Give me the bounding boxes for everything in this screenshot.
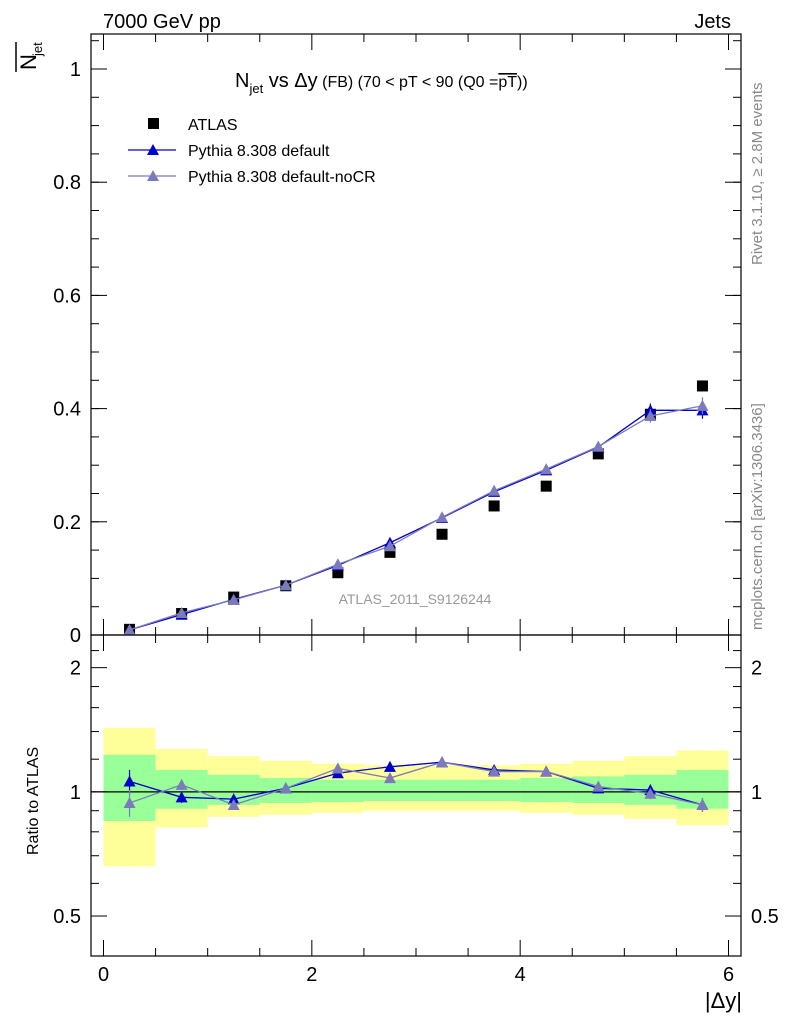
ratio-y-tick-label-right: 2	[751, 658, 762, 680]
main-title: Njet vs Δy (FB) (70 < pT < 90 (Q0 =pT))	[235, 70, 528, 96]
y-tick-label: 1	[70, 59, 81, 81]
legend-atlas-marker	[148, 118, 159, 129]
ratio-point	[696, 798, 709, 810]
main-series-layer	[123, 380, 709, 636]
data-point-atlas	[696, 380, 708, 392]
ratio-point	[540, 765, 553, 777]
ratio-point	[175, 778, 188, 790]
main-axis-ticks: 0 0.2 0.4 0.6 0.8 1	[53, 34, 741, 647]
band-green	[363, 779, 416, 802]
ratio-point	[383, 760, 396, 772]
ratio-bands	[90, 634, 742, 957]
x-tick-label: 4	[515, 964, 526, 986]
legend-nocr-marker	[147, 170, 159, 181]
ratio-point	[644, 787, 657, 799]
legend-default-label: Pythia 8.308 default	[188, 143, 330, 160]
ratio-y-tick-label: 0.5	[53, 906, 81, 928]
ratio-point	[436, 756, 449, 768]
series-line-2	[129, 405, 703, 631]
data-point	[592, 440, 605, 452]
ratio-series-layer	[123, 756, 709, 817]
y-tick-label: 0.2	[53, 512, 81, 534]
ratio-point	[123, 796, 136, 809]
ratio-series-line-1	[129, 761, 703, 806]
ratio-y-tick-label-right: 1	[751, 782, 762, 804]
ylabel-n: N	[16, 54, 41, 70]
legend: ATLAS Pythia 8.308 default Pythia 8.308 …	[128, 117, 376, 186]
x-tick-label: 2	[306, 964, 317, 986]
band-green	[311, 779, 364, 802]
ratio-y-tick-label: 2	[70, 658, 81, 680]
ratio-point	[331, 762, 344, 774]
data-point	[123, 623, 136, 636]
data-point-atlas	[540, 480, 552, 492]
x-tick-label: 0	[98, 964, 109, 986]
y-tick-label: 0.4	[53, 399, 81, 421]
ratio-y-tick-label-right: 0.5	[751, 906, 779, 928]
main-ylabel: N jet	[15, 42, 45, 72]
data-point	[644, 409, 657, 422]
data-point-atlas	[332, 567, 344, 579]
ratio-point	[383, 772, 396, 784]
ylabel-sub: jet	[30, 42, 45, 57]
ratio-point	[279, 782, 292, 794]
process-label: Jets	[694, 11, 731, 33]
x-tick-label: 6	[723, 964, 734, 986]
ratio-series-line-0	[129, 761, 703, 806]
data-point-atlas	[384, 546, 396, 558]
analysis-watermark: ATLAS_2011_S9126244	[339, 591, 492, 607]
rivet-label: Rivet 3.1.10, ≥ 2.8M events	[749, 83, 766, 266]
band-green	[468, 779, 521, 802]
ratio-point	[175, 791, 188, 803]
data-point	[331, 558, 344, 570]
ratio-point	[592, 780, 605, 792]
data-point	[488, 484, 501, 496]
data-point-atlas	[488, 500, 500, 512]
data-point	[175, 606, 188, 619]
legend-default-marker	[147, 144, 159, 155]
y-tick-label: 0	[70, 625, 81, 647]
ratio-y-tick-label: 1	[70, 782, 81, 804]
data-point	[696, 399, 709, 411]
ratio-point	[488, 765, 501, 777]
ratio-xlabel: |Δy|	[705, 988, 742, 1013]
band-green	[520, 778, 573, 802]
ratio-axis-ticks: 0.5 0.5 1 1 2 2 0 2 4 6	[53, 635, 779, 986]
ratio-point	[123, 775, 136, 787]
data-point	[279, 579, 292, 591]
ratio-ylabel: Ratio to ATLAS	[25, 747, 42, 855]
data-point-atlas	[592, 448, 604, 460]
data-point	[383, 540, 396, 552]
y-tick-label: 0.8	[53, 172, 81, 194]
mcplots-label: mcplots.cern.ch [arXiv:1306.3436]	[749, 403, 766, 630]
band-green	[416, 779, 469, 802]
y-tick-label: 0.6	[53, 285, 81, 307]
legend-atlas-label: ATLAS	[188, 117, 238, 134]
energy-label: 7000 GeV pp	[103, 11, 221, 33]
ratio-point	[227, 798, 240, 810]
legend-nocr-label: Pythia 8.308 default-noCR	[188, 169, 376, 186]
data-point	[540, 463, 553, 475]
data-point-atlas	[436, 528, 448, 540]
data-point	[227, 593, 240, 606]
data-point	[436, 511, 449, 523]
ratio-point	[227, 793, 240, 805]
